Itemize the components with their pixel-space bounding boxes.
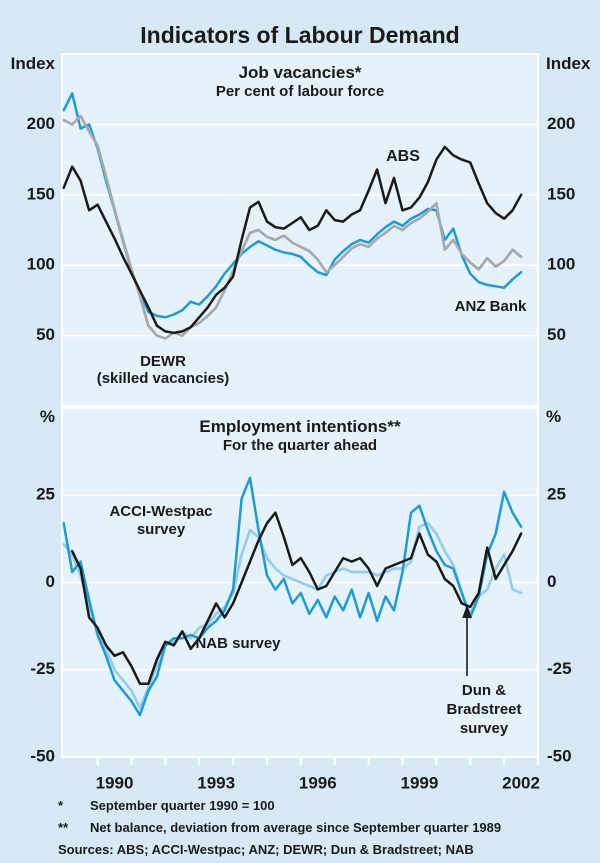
y-tick-label: -50 — [547, 746, 572, 765]
series-lines — [62, 92, 523, 717]
y-axis-unit-right-top: Index — [546, 54, 591, 73]
line-abs — [62, 145, 523, 335]
nab-series-label: NAB survey — [195, 635, 281, 652]
footnote-2: ** Net balance, deviation from average s… — [58, 820, 556, 836]
year-label: 1999 — [401, 773, 439, 792]
anz-series-label: ANZ Bank — [454, 298, 527, 315]
dnb-annotation-arrow-icon — [462, 605, 472, 676]
top-panel-title: Job vacancies* — [238, 63, 362, 82]
dewr-series-name: DEWR — [140, 353, 186, 370]
year-label: 1990 — [96, 773, 134, 792]
dewr-series-label: DEWR (skilled vacancies) — [88, 353, 238, 387]
abs-series-label: ABS — [386, 148, 420, 165]
top-panel-area — [61, 53, 539, 407]
y-tick-label: 0 — [46, 572, 55, 591]
chart-title: Indicators of Labour Demand — [140, 22, 460, 48]
dewr-series-detail: (skilled vacancies) — [96, 370, 230, 387]
bottom-panel-title: Employment intentions** — [199, 417, 401, 436]
acci-series-label: ACCI-Westpac survey — [109, 503, 213, 538]
footnote-1: * September quarter 1990 = 100 — [58, 798, 556, 814]
y-tick-label: 150 — [27, 184, 55, 203]
bottom-panel-subtitle: For the quarter ahead — [222, 437, 378, 454]
y-tick-label: 100 — [27, 255, 55, 274]
y-axis-unit-right-bottom: % — [546, 407, 562, 426]
sources-text: Sources: ABS; ACCI-Westpac; ANZ; DEWR; D… — [58, 842, 474, 857]
y-tick-label: 100 — [547, 255, 575, 274]
y-tick-label: 25 — [547, 485, 566, 504]
y-axis-unit-left-top: Index — [10, 54, 55, 73]
footnote-2-text: Net balance, deviation from average sinc… — [90, 820, 502, 835]
y-tick-label: 200 — [547, 114, 575, 133]
year-label: 1993 — [197, 773, 235, 792]
y-tick-label: 0 — [547, 572, 556, 591]
line-dun-bradstreet-survey — [62, 521, 523, 710]
y-tick-label: 50 — [547, 325, 566, 344]
y-tick-label: 25 — [36, 485, 55, 504]
year-label: 2002 — [502, 773, 540, 792]
line-dewr-skilled-vacancies — [62, 114, 523, 340]
line-acci-westpac-survey — [62, 476, 523, 717]
axis-tick-labels: 50 50 100 100 150 150 200 200 -50 -50 -25 -25 0 0 25 25… — [27, 114, 576, 793]
line-nab-survey — [70, 511, 523, 685]
y-tick-label: -25 — [547, 659, 572, 678]
footnote-1-text: September quarter 1990 = 100 — [90, 798, 275, 813]
dnb-series-label: Dun & Bradstreet survey — [446, 682, 522, 737]
y-tick-label: 50 — [36, 325, 55, 344]
footnote-1-marker: * — [58, 798, 64, 813]
year-label: 1996 — [299, 773, 337, 792]
y-tick-label: -50 — [30, 746, 55, 765]
y-axis-unit-left-bottom: % — [39, 407, 55, 426]
top-panel-subtitle: Per cent of labour force — [215, 83, 385, 100]
footnote-2-marker: ** — [58, 820, 69, 835]
sources-line: Sources: ABS; ACCI-Westpac; ANZ; DEWR; D… — [58, 842, 556, 858]
y-tick-label: 150 — [547, 184, 575, 203]
y-tick-label: 200 — [27, 114, 55, 133]
y-tick-label: -25 — [30, 659, 55, 678]
